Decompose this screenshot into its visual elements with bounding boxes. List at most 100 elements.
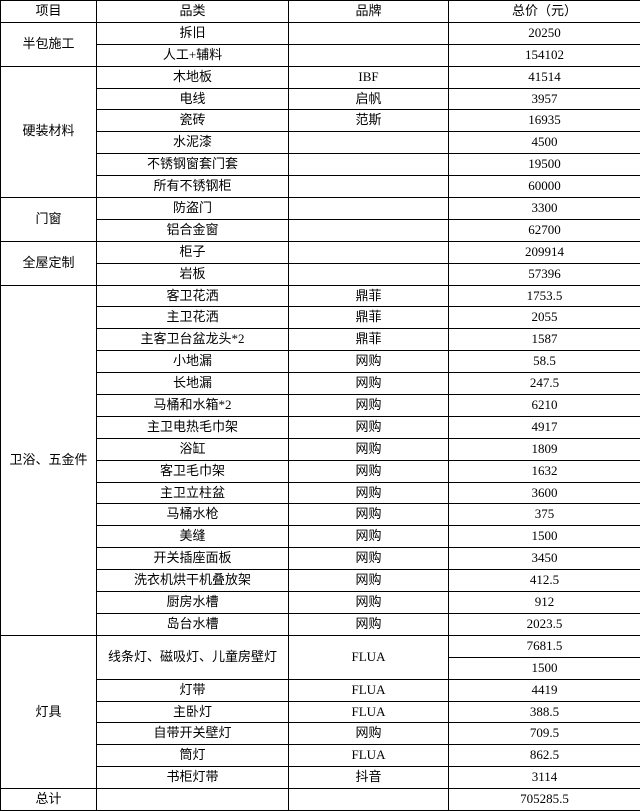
price-cell: 41514 — [449, 66, 640, 88]
brand-cell: 启帆 — [289, 88, 449, 110]
category-cell: 筒灯 — [97, 745, 289, 767]
price-cell: 3600 — [449, 482, 640, 504]
table-row: 主卫电热毛巾架网购4917 — [1, 416, 640, 438]
table-row: 岩板 57396 — [1, 263, 640, 285]
category-cell: 主卫花洒 — [97, 307, 289, 329]
price-cell: 60000 — [449, 176, 640, 198]
category-cell: 马桶和水箱*2 — [97, 395, 289, 417]
table-row: 灯具线条灯、磁吸灯、儿童房壁灯FLUA7681.5 — [1, 635, 640, 657]
category-cell: 厨房水槽 — [97, 592, 289, 614]
price-cell: 7681.5 — [449, 635, 640, 657]
category-cell: 客卫毛巾架 — [97, 460, 289, 482]
table-row: 开关插座面板网购3450 — [1, 548, 640, 570]
brand-cell: 范斯 — [289, 110, 449, 132]
table-header-row: 项目品类品牌总价（元） — [1, 1, 640, 23]
project-cell: 全屋定制 — [1, 241, 97, 285]
price-cell: 3300 — [449, 198, 640, 220]
total-label: 总计 — [1, 789, 97, 811]
table-row: 主卫立柱盆网购3600 — [1, 482, 640, 504]
category-cell: 主卧灯 — [97, 701, 289, 723]
category-cell: 灯带 — [97, 679, 289, 701]
brand-cell — [289, 176, 449, 198]
category-cell: 岩板 — [97, 263, 289, 285]
category-cell: 书柜灯带 — [97, 767, 289, 789]
brand-cell: 网购 — [289, 482, 449, 504]
brand-cell — [289, 44, 449, 66]
price-cell: 20250 — [449, 22, 640, 44]
category-cell: 铝合金窗 — [97, 219, 289, 241]
brand-cell: 网购 — [289, 438, 449, 460]
table-row: 书柜灯带抖音3114 — [1, 767, 640, 789]
category-cell: 浴缸 — [97, 438, 289, 460]
table-row: 主卫花洒鼎菲2055 — [1, 307, 640, 329]
price-cell: 62700 — [449, 219, 640, 241]
category-cell: 不锈钢窗套门套 — [97, 154, 289, 176]
price-cell: 1500 — [449, 526, 640, 548]
price-cell: 412.5 — [449, 570, 640, 592]
price-cell: 57396 — [449, 263, 640, 285]
table-row: 瓷砖范斯16935 — [1, 110, 640, 132]
category-cell: 线条灯、磁吸灯、儿童房壁灯 — [97, 635, 289, 679]
price-cell: 19500 — [449, 154, 640, 176]
category-cell: 电线 — [97, 88, 289, 110]
table-row: 不锈钢窗套门套 19500 — [1, 154, 640, 176]
brand-cell — [289, 132, 449, 154]
category-cell: 客卫花洒 — [97, 285, 289, 307]
price-cell: 2055 — [449, 307, 640, 329]
brand-cell: FLUA — [289, 745, 449, 767]
brand-cell: 鼎菲 — [289, 307, 449, 329]
table-row: 自带开关壁灯网购709.5 — [1, 723, 640, 745]
table-row: 厨房水槽网购912 — [1, 592, 640, 614]
table-row: 主卧灯FLUA388.5 — [1, 701, 640, 723]
table-row: 洗衣机烘干机叠放架网购412.5 — [1, 570, 640, 592]
total-row: 总计 705285.5 — [1, 789, 640, 811]
price-cell: 4500 — [449, 132, 640, 154]
table-row: 客卫毛巾架网购1632 — [1, 460, 640, 482]
table-row: 美缝网购1500 — [1, 526, 640, 548]
brand-cell — [289, 241, 449, 263]
brand-cell: IBF — [289, 66, 449, 88]
brand-cell: 鼎菲 — [289, 329, 449, 351]
price-cell: 912 — [449, 592, 640, 614]
table-row: 小地漏网购58.5 — [1, 351, 640, 373]
brand-cell: FLUA — [289, 679, 449, 701]
price-cell: 1587 — [449, 329, 640, 351]
table-row: 水泥漆4500 — [1, 132, 640, 154]
category-cell: 防盗门 — [97, 198, 289, 220]
project-cell: 灯具 — [1, 635, 97, 788]
col-header-price: 总价（元） — [449, 1, 640, 23]
table-row: 人工+辅料154102 — [1, 44, 640, 66]
price-cell: 388.5 — [449, 701, 640, 723]
table-row: 马桶水枪网购375 — [1, 504, 640, 526]
price-cell: 862.5 — [449, 745, 640, 767]
brand-cell: 网购 — [289, 351, 449, 373]
category-cell: 美缝 — [97, 526, 289, 548]
price-cell: 3450 — [449, 548, 640, 570]
table-row: 半包施工拆旧20250 — [1, 22, 640, 44]
table-row: 所有不锈钢柜60000 — [1, 176, 640, 198]
brand-cell — [289, 198, 449, 220]
brand-cell — [289, 22, 449, 44]
brand-cell — [289, 219, 449, 241]
table-row: 马桶和水箱*2网购6210 — [1, 395, 640, 417]
table-row: 浴缸网购1809 — [1, 438, 640, 460]
category-cell: 瓷砖 — [97, 110, 289, 132]
category-cell — [97, 789, 289, 811]
table-row: 电线启帆3957 — [1, 88, 640, 110]
brand-cell: FLUA — [289, 701, 449, 723]
price-cell: 3114 — [449, 767, 640, 789]
brand-cell: 网购 — [289, 460, 449, 482]
project-cell: 门窗 — [1, 198, 97, 242]
project-cell: 硬装材料 — [1, 66, 97, 197]
category-cell: 人工+辅料 — [97, 44, 289, 66]
category-cell: 小地漏 — [97, 351, 289, 373]
total-value: 705285.5 — [449, 789, 640, 811]
category-cell: 洗衣机烘干机叠放架 — [97, 570, 289, 592]
price-cell: 1500 — [449, 657, 640, 679]
price-cell: 3957 — [449, 88, 640, 110]
category-cell: 主卫立柱盆 — [97, 482, 289, 504]
brand-cell: 网购 — [289, 395, 449, 417]
brand-cell: 抖音 — [289, 767, 449, 789]
brand-cell: 网购 — [289, 570, 449, 592]
brand-cell: 网购 — [289, 723, 449, 745]
